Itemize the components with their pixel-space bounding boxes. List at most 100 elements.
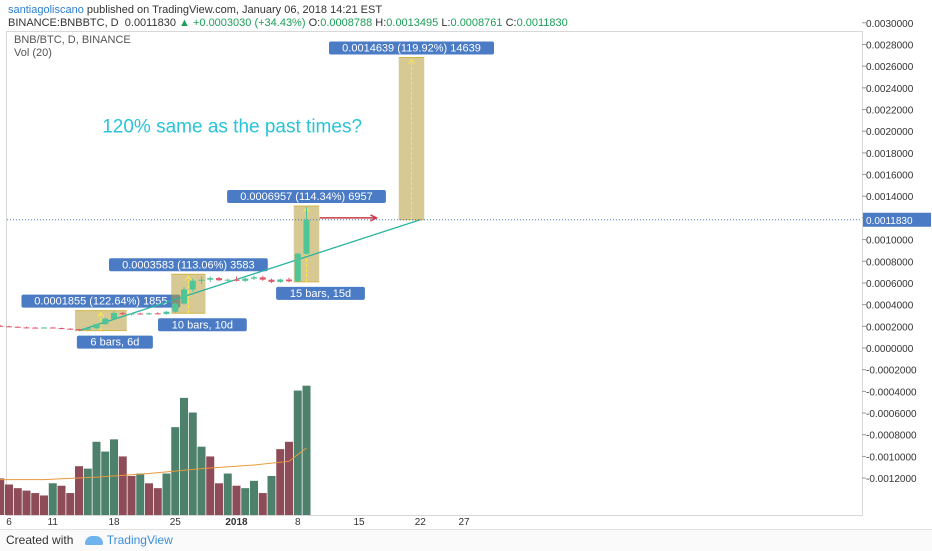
high-label: H: xyxy=(375,17,387,29)
y-tick-label: -0.0004000 xyxy=(866,387,917,398)
candle-body xyxy=(251,277,257,279)
measure-arrow-head xyxy=(97,311,105,317)
volume-bar xyxy=(285,441,293,515)
projection-arrow-head xyxy=(370,214,379,222)
author-link[interactable]: santiagoliscano xyxy=(8,4,84,16)
y-tick-label: 0.0008000 xyxy=(866,257,914,268)
volume-ma-line xyxy=(0,447,307,481)
volume-bar xyxy=(250,480,258,515)
candle-body xyxy=(242,278,249,281)
bars-label: 6 bars, 6d xyxy=(90,337,139,349)
candle-body xyxy=(67,328,74,330)
measure-label: 0.0014639 (119.92%) 14639 xyxy=(342,42,481,54)
candle-body xyxy=(146,313,152,315)
x-tick-label: 2018 xyxy=(225,517,248,528)
volume-bar xyxy=(206,456,215,515)
candle-body xyxy=(58,328,65,330)
volume-bar xyxy=(197,446,206,515)
tradingview-brand[interactable]: TradingView xyxy=(106,533,173,547)
y-tick-label: 0.0002000 xyxy=(866,322,914,333)
volume-bar xyxy=(276,449,285,515)
y-tick-label: 0.0010000 xyxy=(866,236,914,247)
y-tick-label: 0.0022000 xyxy=(866,106,914,117)
current-price-tag: 0.0011830 xyxy=(866,216,913,227)
candle-body xyxy=(111,313,117,319)
current-price-tag-bg xyxy=(863,212,931,227)
y-tick-label: 0.0014000 xyxy=(866,192,914,203)
y-tick-label: -0.0006000 xyxy=(866,409,917,420)
footer-bar xyxy=(0,529,932,551)
bars-label: 10 bars, 10d xyxy=(172,319,233,331)
symbol-label: BINANCE:BNBBTC, D xyxy=(8,17,119,29)
volume-bar xyxy=(302,385,311,515)
candle-body xyxy=(14,326,21,328)
high-value: 0.0013495 xyxy=(386,17,439,29)
volume-bar xyxy=(258,493,267,515)
footer-credit: Created with TradingView xyxy=(6,533,173,547)
candle-body xyxy=(189,280,196,290)
candle-body xyxy=(303,219,310,254)
candle-body xyxy=(224,279,231,281)
publish-line: santiagoliscano published on TradingView… xyxy=(8,4,382,16)
candle-body xyxy=(172,303,179,312)
candle-body xyxy=(23,327,30,329)
annotation-text: 120% same as the past times? xyxy=(102,116,362,137)
candle-body xyxy=(32,327,39,329)
legend-series: BNB/BTC, D, BINANCE xyxy=(14,34,131,46)
x-tick-label: 15 xyxy=(353,517,365,528)
volume-bar xyxy=(241,488,250,515)
y-tick-label: -0.0002000 xyxy=(866,366,917,377)
x-tick-label: 11 xyxy=(48,517,59,528)
volume-bar xyxy=(66,493,75,515)
tradingview-logo-icon xyxy=(84,536,103,545)
created-with-text: Created with xyxy=(6,533,74,547)
chart-frame xyxy=(6,31,863,516)
volume-bar xyxy=(232,485,241,515)
candle-body xyxy=(181,289,187,304)
published-text: published on TradingView.com, January 06… xyxy=(86,4,383,16)
y-tick-label: -0.0008000 xyxy=(866,431,917,442)
measure-label: 0.0003583 (113.06%) 3583 xyxy=(122,259,255,271)
bars-label-bg xyxy=(76,335,153,349)
x-tick-label: 22 xyxy=(415,517,427,528)
open-label: O: xyxy=(308,17,321,29)
x-tick-label: 18 xyxy=(108,517,120,528)
volume-bar xyxy=(223,473,232,515)
y-tick-label: 0.0000000 xyxy=(866,344,914,355)
legend-volume: Vol (20) xyxy=(14,47,52,59)
candle-body xyxy=(207,278,214,280)
bars-label: 15 bars, 15d xyxy=(290,288,351,300)
x-tick-label: 25 xyxy=(170,517,182,528)
measure-label-bg xyxy=(329,41,494,55)
bars-label-bg xyxy=(157,318,247,332)
measure-label: 0.0006957 (114.34%) 6957 xyxy=(240,191,373,203)
x-tick-label: 27 xyxy=(458,517,470,528)
volume-bar xyxy=(48,483,57,515)
volume-bar xyxy=(162,473,171,515)
candle-body xyxy=(128,313,135,315)
y-tick-label: 0.0016000 xyxy=(866,171,914,182)
volume-bar xyxy=(22,490,31,515)
y-tick-label: 0.0006000 xyxy=(866,279,914,290)
volume-bar xyxy=(13,488,22,515)
candle-body xyxy=(277,279,284,282)
volume-bar xyxy=(153,488,162,515)
candle-body xyxy=(198,279,205,281)
y-tick-label: 0.0020000 xyxy=(866,127,914,138)
volume-bar xyxy=(267,475,276,515)
candle-body xyxy=(6,326,12,328)
candle-body xyxy=(233,279,240,281)
low-label: L: xyxy=(441,17,451,29)
close-label: C: xyxy=(505,17,517,29)
volume-bar xyxy=(293,390,302,515)
volume-bar xyxy=(136,473,145,515)
x-tick-label: 8 xyxy=(295,517,301,528)
candle-body xyxy=(163,311,170,314)
change-value: +0.0003030 (+34.43%) xyxy=(192,17,306,29)
measure-label-bg xyxy=(227,189,386,203)
measure-label: 0.0001855 (122.64%) 1855 xyxy=(34,296,167,308)
candle-body xyxy=(41,327,47,329)
y-tick-label: 0.0024000 xyxy=(866,84,914,95)
